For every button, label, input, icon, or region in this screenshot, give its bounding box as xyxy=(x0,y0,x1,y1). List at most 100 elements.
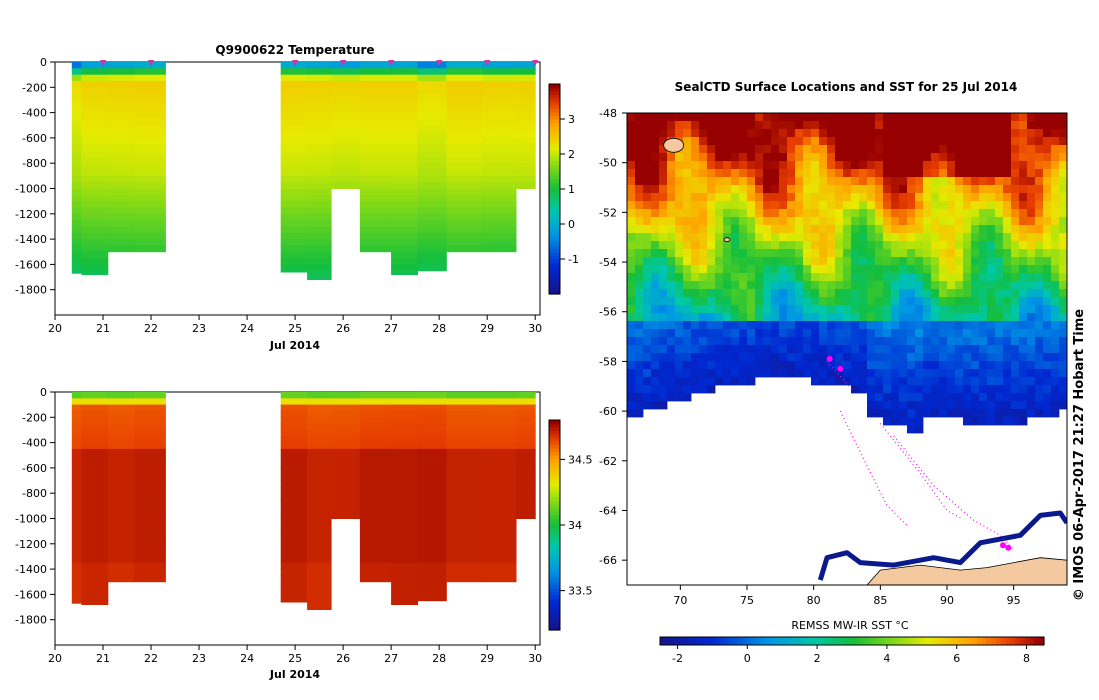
sst-cell xyxy=(707,353,716,362)
section-cell xyxy=(134,62,166,69)
sst-cell xyxy=(915,185,924,194)
sst-cell xyxy=(627,345,636,354)
section-cell xyxy=(107,531,135,538)
colorbar-segment xyxy=(756,637,762,645)
section-cell xyxy=(482,474,517,481)
section-cell xyxy=(446,169,483,177)
sst-cell xyxy=(835,281,844,290)
section-cell xyxy=(134,537,166,545)
section-cell xyxy=(359,169,392,177)
section-cell xyxy=(391,258,418,265)
sst-cell xyxy=(627,305,636,314)
sst-cell xyxy=(955,217,964,226)
sst-cell xyxy=(963,185,972,194)
sst-cell xyxy=(971,281,980,290)
sst-cell xyxy=(1051,313,1060,322)
sst-cell xyxy=(627,265,636,274)
sst-cell xyxy=(635,401,644,410)
section-cell xyxy=(71,81,82,88)
sst-cell xyxy=(875,289,884,298)
section-cell xyxy=(107,537,135,545)
sst-cell xyxy=(971,169,980,178)
sst-cell xyxy=(1059,337,1067,346)
colorbar-segment xyxy=(549,241,560,246)
sst-cell xyxy=(947,281,956,290)
sst-cell xyxy=(979,145,988,154)
sst-cell xyxy=(939,409,948,418)
sst-cell xyxy=(1003,409,1012,418)
section-cell xyxy=(359,156,392,164)
sst-cell xyxy=(915,297,924,306)
x-tick-label: 27 xyxy=(384,322,398,335)
section-cell xyxy=(446,423,483,431)
colorbar-segment xyxy=(852,637,858,645)
sst-cell xyxy=(1011,233,1020,242)
section-cell xyxy=(307,188,332,196)
section-cell xyxy=(81,226,109,234)
sst-cell xyxy=(987,281,996,290)
sst-cell xyxy=(1027,169,1036,178)
sst-cell xyxy=(987,169,996,178)
section-cell xyxy=(81,169,109,177)
sst-cell xyxy=(931,289,940,298)
section-cell xyxy=(446,93,483,101)
section-cell xyxy=(280,436,308,444)
sst-cell xyxy=(803,281,812,290)
section-cell xyxy=(71,556,82,564)
sst-cell xyxy=(899,185,908,194)
sst-cell xyxy=(795,185,804,194)
sst-cell xyxy=(987,145,996,154)
sst-cell xyxy=(867,313,876,322)
sst-cell xyxy=(859,377,868,386)
sst-cell xyxy=(811,273,820,282)
sst-cell xyxy=(683,177,692,186)
sst-cell xyxy=(891,129,900,138)
section-cell xyxy=(391,93,418,101)
sst-cell xyxy=(763,249,772,258)
sst-cell xyxy=(667,169,676,178)
sst-cell xyxy=(883,249,892,258)
sst-cell xyxy=(875,337,884,346)
sst-cell xyxy=(827,257,836,266)
sst-cell xyxy=(1027,305,1036,314)
sst-cell xyxy=(891,281,900,290)
sst-cell xyxy=(899,129,908,138)
sst-cell xyxy=(1059,185,1067,194)
sst-cell xyxy=(1027,201,1036,210)
section-cell xyxy=(417,74,447,82)
section-cell xyxy=(71,264,82,272)
section-cell xyxy=(307,144,332,151)
section-cell xyxy=(446,474,483,481)
sst-cell xyxy=(987,353,996,362)
colorbar-segment xyxy=(549,108,560,113)
sst-cell xyxy=(1003,361,1012,370)
section-cell xyxy=(81,144,109,151)
section-cell xyxy=(417,163,447,170)
sst-cell xyxy=(1027,377,1036,386)
sst-cell xyxy=(899,225,908,234)
sst-cell xyxy=(963,113,972,122)
section-cell xyxy=(71,169,82,177)
sst-cell xyxy=(707,161,716,170)
sst-cell xyxy=(755,161,764,170)
sst-cell xyxy=(667,177,676,186)
sst-cell xyxy=(795,345,804,354)
sst-cell xyxy=(859,361,868,370)
colorbar-segment xyxy=(818,637,824,645)
sst-cell xyxy=(707,113,716,122)
sst-cell xyxy=(843,281,852,290)
section-cell xyxy=(417,156,447,164)
section-cell xyxy=(446,131,483,139)
sst-cell xyxy=(723,113,732,122)
section-cell xyxy=(391,232,418,240)
sst-cell xyxy=(891,401,900,410)
sst-cell xyxy=(675,257,684,266)
section-cell xyxy=(446,404,483,412)
sst-cell xyxy=(971,369,980,378)
sst-cell xyxy=(659,153,668,162)
sst-cell xyxy=(1011,337,1020,346)
section-cell xyxy=(331,62,361,69)
sst-cell xyxy=(931,353,940,362)
sst-cell xyxy=(819,129,828,138)
colorbar-segment xyxy=(549,595,560,600)
